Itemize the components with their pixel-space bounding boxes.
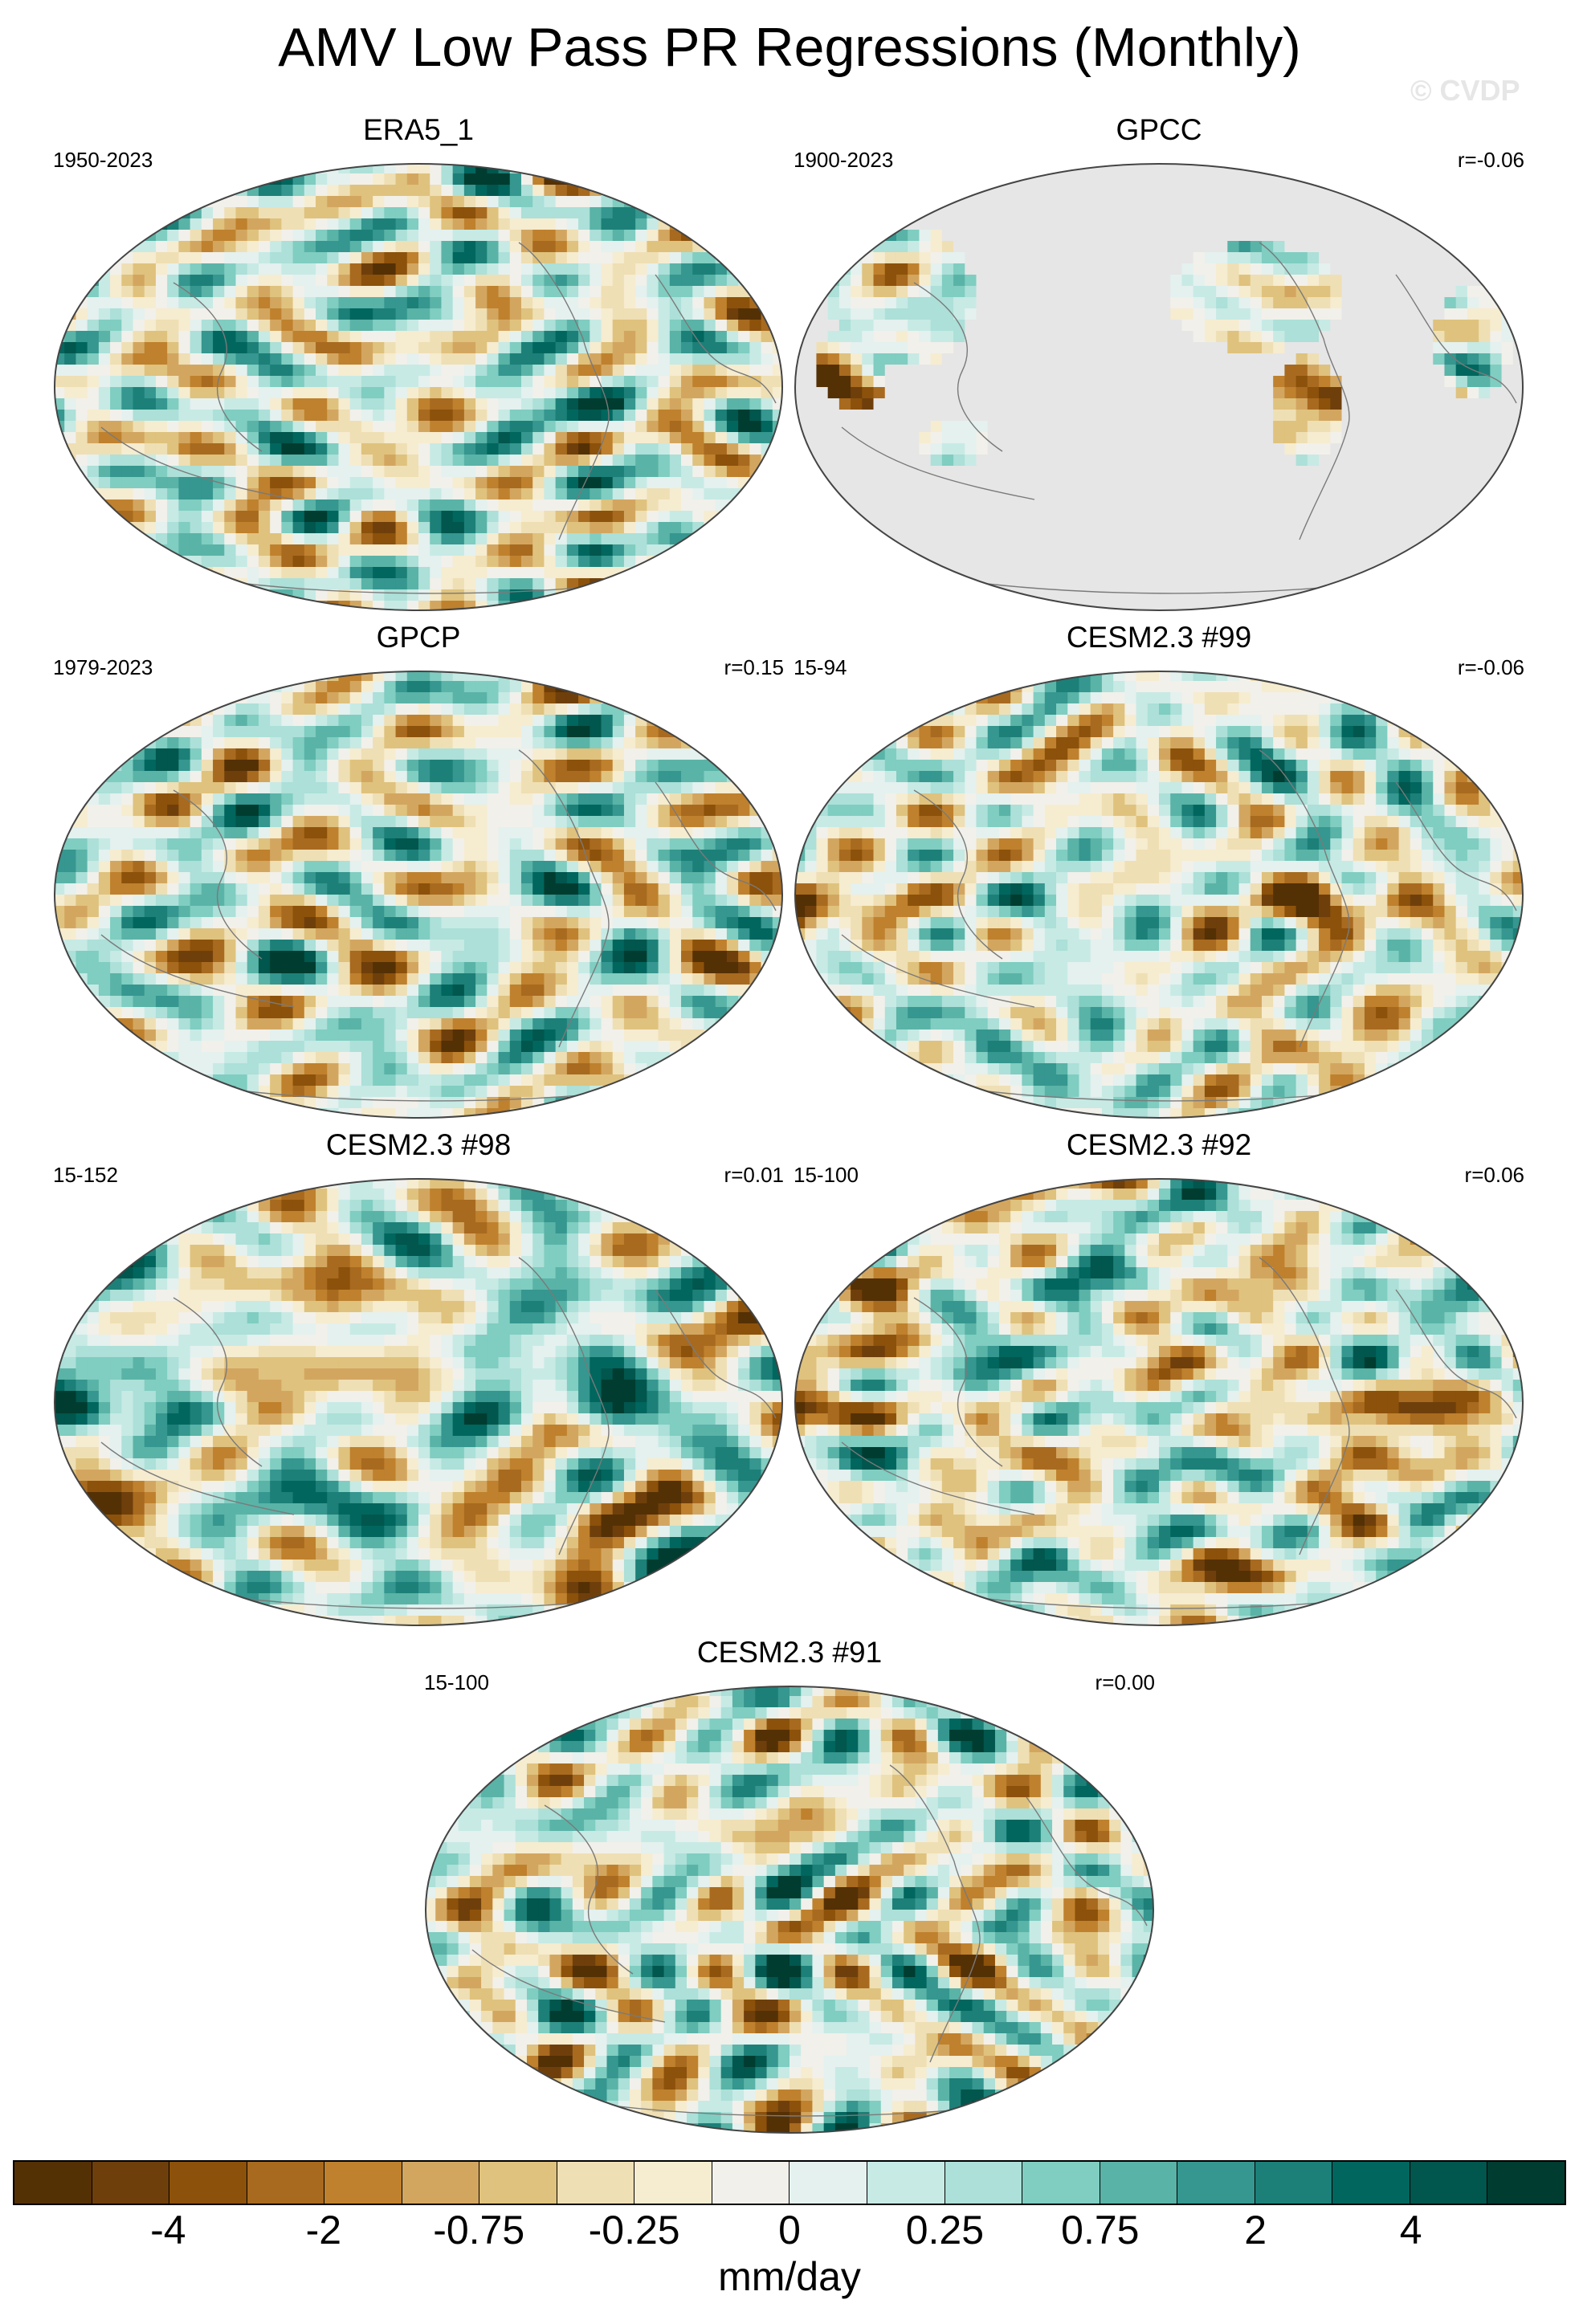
map-panel: CESM2.3 #98 15-152 r=0.01 xyxy=(53,1127,784,1626)
map-plot xyxy=(794,671,1524,1119)
panel-title: GPCP xyxy=(376,621,461,654)
map-plot xyxy=(54,163,783,611)
colorbar-tick-label: 0.75 xyxy=(1061,2208,1140,2253)
panel-correlation: r=-0.06 xyxy=(1457,148,1524,172)
colorbar-segment xyxy=(402,2162,480,2204)
colorbar-tick-label: 2 xyxy=(1244,2208,1267,2253)
colorbar-tick-label: -2 xyxy=(305,2208,342,2253)
colorbar-tick-label: -0.25 xyxy=(588,2208,680,2253)
panel-correlation: r=0.15 xyxy=(724,655,784,679)
map-plot xyxy=(425,1686,1154,2134)
map-plot xyxy=(54,671,783,1119)
map-panel: GPCC 1900-2023 r=-0.06 xyxy=(794,112,1524,611)
colorbar-segment xyxy=(712,2162,790,2204)
panel-title: CESM2.3 #98 xyxy=(325,1128,512,1161)
panel-title: CESM2.3 #91 xyxy=(696,1636,883,1669)
map-panel: CESM2.3 #92 15-100 r=0.06 xyxy=(794,1127,1524,1626)
colorbar-segment xyxy=(557,2162,635,2204)
panel-title: ERA5_1 xyxy=(363,113,474,146)
map-panel: ERA5_1 1950-2023 xyxy=(53,112,784,611)
colorbar-tick-label: -0.75 xyxy=(433,2208,525,2253)
panel-period: 15-152 xyxy=(53,1163,118,1187)
panel-correlation: r=-0.06 xyxy=(1457,655,1524,679)
colorbar-tick-label: 0.25 xyxy=(905,2208,985,2253)
panel-period: 1900-2023 xyxy=(794,148,894,172)
panel-title: GPCC xyxy=(1116,113,1202,146)
colorbar-segment xyxy=(92,2162,170,2204)
colorbar-units: mm/day xyxy=(718,2254,861,2299)
panel-correlation: r=0.01 xyxy=(724,1163,784,1187)
panel-period: 1950-2023 xyxy=(53,148,153,172)
colorbar-segment xyxy=(634,2162,712,2204)
map-panel: GPCP 1979-2023 r=0.15 xyxy=(53,620,784,1119)
colorbar-segment xyxy=(247,2162,325,2204)
panel-title: CESM2.3 #99 xyxy=(1066,621,1252,654)
colorbar-tick-label: 4 xyxy=(1399,2208,1422,2253)
panel-period: 15-100 xyxy=(424,1670,489,1694)
colorbar-segment xyxy=(1487,2162,1565,2204)
coastlines xyxy=(100,1257,777,1609)
colorbar-segment xyxy=(1410,2162,1488,2204)
colorbar-segment xyxy=(14,2162,92,2204)
colorbar-segment xyxy=(1022,2162,1100,2204)
map-panel: CESM2.3 #91 15-100 r=0.00 xyxy=(424,1635,1155,2134)
map-plot xyxy=(54,1178,783,1626)
colorbar-segment xyxy=(790,2162,868,2204)
map-panel: CESM2.3 #99 15-94 r=-0.06 xyxy=(794,620,1524,1119)
colorbar-tick-label: 0 xyxy=(778,2208,801,2253)
panel-period: 15-94 xyxy=(794,655,847,679)
figure-title: AMV Low Pass PR Regressions (Monthly) xyxy=(278,17,1301,78)
panel-correlation: r=0.00 xyxy=(1095,1670,1155,1694)
colorbar-segment xyxy=(1177,2162,1255,2204)
panel-correlation: r=0.06 xyxy=(1464,1163,1524,1187)
colorbar-segment xyxy=(867,2162,945,2204)
coastlines xyxy=(841,242,1517,594)
map-plot xyxy=(794,163,1524,611)
watermark: © CVDP xyxy=(1410,74,1520,107)
colorbar-segment xyxy=(1332,2162,1410,2204)
panel-period: 1979-2023 xyxy=(53,655,153,679)
colorbar-segment xyxy=(1100,2162,1178,2204)
colorbar-segment xyxy=(479,2162,557,2204)
colorbar-segment xyxy=(169,2162,247,2204)
colorbar-segment xyxy=(324,2162,402,2204)
colorbar-segment xyxy=(945,2162,1023,2204)
colorbar xyxy=(13,2160,1566,2205)
colorbar-tick-label: -4 xyxy=(150,2208,186,2253)
panel-period: 15-100 xyxy=(794,1163,859,1187)
colorbar-segment xyxy=(1255,2162,1333,2204)
panel-title: CESM2.3 #92 xyxy=(1066,1128,1252,1161)
map-plot xyxy=(794,1178,1524,1626)
